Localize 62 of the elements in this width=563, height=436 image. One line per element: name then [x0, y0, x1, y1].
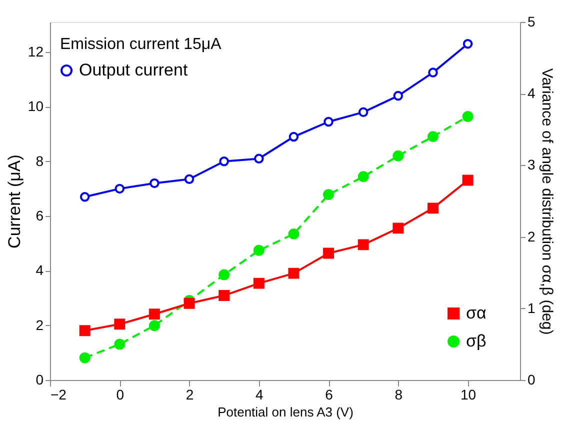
y-tick-label: 2	[36, 316, 44, 333]
point	[148, 308, 160, 320]
point	[462, 111, 474, 122]
legend-label: σβ	[466, 332, 486, 350]
point	[288, 228, 300, 240]
x-tick-label: 2	[186, 386, 194, 402]
point	[219, 156, 229, 166]
y-tick-label: 0	[36, 372, 44, 388]
point	[288, 268, 300, 279]
x-tick-label: 10	[460, 386, 476, 402]
point	[323, 189, 334, 200]
point	[218, 290, 230, 301]
annotation: Emission current 15μA	[60, 36, 222, 53]
legend-label: Output current	[79, 60, 188, 80]
point	[358, 107, 368, 118]
point	[184, 298, 195, 309]
y2-tick-label: 1	[528, 300, 536, 316]
point	[114, 338, 126, 350]
x-tick-label: 6	[325, 386, 334, 402]
x-tick-label: 0	[116, 386, 124, 402]
point	[428, 68, 438, 78]
y-tick-label: 10	[28, 98, 44, 114]
point	[462, 38, 473, 49]
legend-label: σα	[466, 304, 486, 322]
point	[427, 131, 438, 142]
point	[254, 154, 264, 164]
point	[323, 248, 334, 259]
y-axis-title: Current (μA)	[4, 154, 24, 248]
point	[358, 239, 369, 250]
x-axis-title: Potential on lens A3 (V)	[218, 404, 354, 420]
y2-axis-title: Variance of angle distribution σα,β (deg)	[538, 68, 556, 335]
point	[427, 202, 438, 214]
y2-tick-label: 2	[528, 228, 536, 244]
point	[253, 278, 264, 289]
y-tick-label: 6	[36, 208, 44, 224]
point	[79, 325, 90, 336]
point	[392, 222, 404, 234]
point	[114, 184, 125, 194]
y2-tick-label: 3	[528, 156, 536, 173]
point	[392, 150, 404, 162]
point	[462, 174, 474, 186]
x-tick-label: −2	[50, 386, 67, 402]
point	[80, 192, 90, 202]
x-tick-label: 8	[394, 386, 403, 402]
point	[114, 318, 126, 330]
y-tick-label: 12	[28, 44, 44, 60]
point	[288, 132, 299, 142]
point	[79, 352, 90, 364]
point	[358, 171, 369, 182]
point	[184, 174, 194, 184]
y2-tick-label: 4	[528, 85, 536, 102]
point	[324, 116, 334, 127]
point	[218, 269, 230, 280]
y2-tick-label: 5	[528, 14, 536, 30]
y2-tick-label: 0	[528, 372, 536, 388]
y-tick-label: 4	[36, 262, 44, 278]
point	[253, 244, 264, 256]
x-tick-label: 4	[255, 386, 264, 402]
point	[148, 320, 160, 332]
y-tick-label: 8	[36, 152, 44, 169]
point	[393, 90, 404, 101]
point	[150, 178, 160, 188]
